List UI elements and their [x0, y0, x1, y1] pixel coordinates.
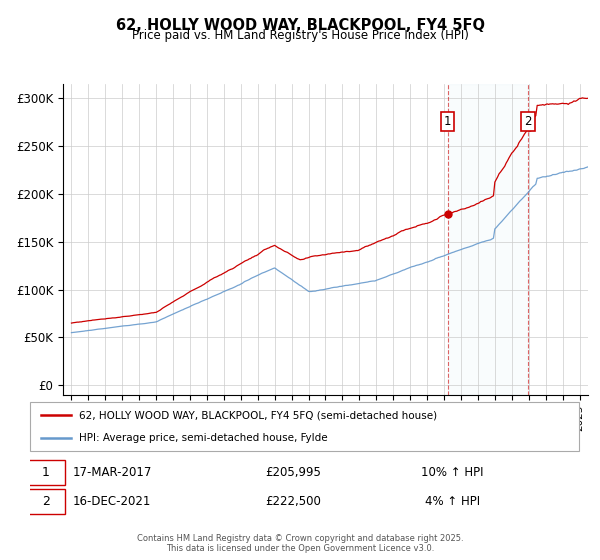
Text: 17-MAR-2017: 17-MAR-2017 [73, 466, 152, 479]
Bar [448, 84, 528, 395]
Text: 1: 1 [444, 115, 451, 128]
Text: 4% ↑ HPI: 4% ↑ HPI [425, 494, 480, 507]
Text: 10% ↑ HPI: 10% ↑ HPI [421, 466, 484, 479]
Text: 2: 2 [42, 494, 50, 507]
Text: 16-DEC-2021: 16-DEC-2021 [73, 494, 152, 507]
Text: 62, HOLLY WOOD WAY, BLACKPOOL, FY4 5FQ: 62, HOLLY WOOD WAY, BLACKPOOL, FY4 5FQ [115, 18, 485, 33]
Text: 2: 2 [524, 115, 532, 128]
Text: 62, HOLLY WOOD WAY, BLACKPOOL, FY4 5FQ (semi-detached house): 62, HOLLY WOOD WAY, BLACKPOOL, FY4 5FQ (… [79, 410, 437, 421]
Text: £205,995: £205,995 [266, 466, 322, 479]
FancyBboxPatch shape [30, 402, 579, 451]
Text: Price paid vs. HM Land Registry's House Price Index (HPI): Price paid vs. HM Land Registry's House … [131, 29, 469, 42]
Text: HPI: Average price, semi-detached house, Fylde: HPI: Average price, semi-detached house,… [79, 433, 328, 444]
FancyBboxPatch shape [27, 460, 65, 485]
Text: Contains HM Land Registry data © Crown copyright and database right 2025.
This d: Contains HM Land Registry data © Crown c… [137, 534, 463, 553]
Text: 1: 1 [42, 466, 50, 479]
Text: £222,500: £222,500 [266, 494, 322, 507]
FancyBboxPatch shape [27, 488, 65, 514]
